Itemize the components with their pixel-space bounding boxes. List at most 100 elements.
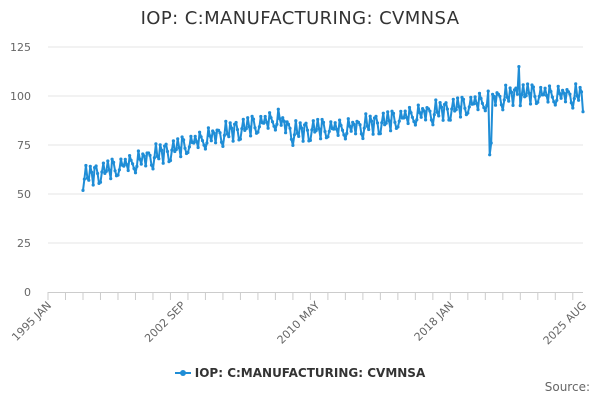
data-point[interactable] xyxy=(579,90,584,94)
data-point[interactable] xyxy=(574,82,578,86)
data-point[interactable] xyxy=(323,129,327,134)
data-point[interactable] xyxy=(418,111,422,115)
data-point[interactable] xyxy=(450,107,454,111)
data-point[interactable] xyxy=(265,120,269,124)
data-point[interactable] xyxy=(343,137,347,141)
data-point[interactable] xyxy=(278,117,282,121)
data-point[interactable] xyxy=(507,99,511,103)
data-point[interactable] xyxy=(119,157,123,161)
data-point[interactable] xyxy=(486,89,490,93)
data-point[interactable] xyxy=(381,111,385,115)
data-point[interactable] xyxy=(338,118,342,122)
data-point[interactable] xyxy=(482,106,486,110)
data-point[interactable] xyxy=(155,154,159,158)
data-point[interactable] xyxy=(113,169,117,173)
data-point[interactable] xyxy=(268,111,272,115)
data-point[interactable] xyxy=(435,110,439,114)
data-point[interactable] xyxy=(493,103,498,107)
data-point[interactable] xyxy=(413,123,417,127)
data-point[interactable] xyxy=(286,122,291,126)
data-point[interactable] xyxy=(571,106,575,110)
data-point[interactable] xyxy=(533,94,537,99)
data-point[interactable] xyxy=(558,92,562,96)
data-point[interactable] xyxy=(547,84,552,88)
data-point[interactable] xyxy=(310,128,314,132)
data-point[interactable] xyxy=(485,103,489,108)
data-point[interactable] xyxy=(135,164,139,168)
data-point[interactable] xyxy=(180,135,184,139)
data-point[interactable] xyxy=(572,96,576,101)
data-point[interactable] xyxy=(336,133,340,137)
data-point[interactable] xyxy=(440,105,444,109)
data-point[interactable] xyxy=(157,157,161,161)
data-point[interactable] xyxy=(358,123,362,127)
data-point[interactable] xyxy=(515,92,520,96)
data-point[interactable] xyxy=(320,117,324,122)
data-point[interactable] xyxy=(88,164,92,168)
data-point[interactable] xyxy=(346,117,350,121)
data-point[interactable] xyxy=(270,120,275,124)
data-point[interactable] xyxy=(448,118,452,122)
data-point[interactable] xyxy=(569,101,573,105)
data-point[interactable] xyxy=(314,128,318,133)
data-point[interactable] xyxy=(196,145,200,150)
data-point[interactable] xyxy=(276,107,280,111)
data-point[interactable] xyxy=(419,115,423,119)
data-point[interactable] xyxy=(82,177,86,181)
data-point[interactable] xyxy=(345,131,349,135)
data-point[interactable] xyxy=(543,86,547,90)
data-point[interactable] xyxy=(112,160,116,164)
data-point[interactable] xyxy=(294,119,298,123)
data-point[interactable] xyxy=(488,153,492,157)
data-point[interactable] xyxy=(158,143,162,147)
data-point[interactable] xyxy=(269,116,273,120)
data-point[interactable] xyxy=(84,163,88,168)
data-point[interactable] xyxy=(437,114,441,118)
data-point[interactable] xyxy=(329,120,333,124)
data-point[interactable] xyxy=(126,168,130,173)
data-point[interactable] xyxy=(407,105,412,110)
data-point[interactable] xyxy=(368,114,372,118)
data-point[interactable] xyxy=(192,141,196,145)
data-point[interactable] xyxy=(555,98,559,102)
data-point[interactable] xyxy=(374,114,378,118)
data-point[interactable] xyxy=(568,92,572,96)
data-point[interactable] xyxy=(116,173,120,177)
data-point[interactable] xyxy=(301,139,305,143)
data-point[interactable] xyxy=(457,105,461,109)
data-point[interactable] xyxy=(292,133,296,137)
data-point[interactable] xyxy=(259,114,263,119)
data-point[interactable] xyxy=(272,124,276,128)
data-point[interactable] xyxy=(364,112,368,116)
data-point[interactable] xyxy=(397,119,401,123)
data-point[interactable] xyxy=(308,138,312,142)
data-point[interactable] xyxy=(174,147,178,152)
data-point[interactable] xyxy=(354,132,358,136)
data-point[interactable] xyxy=(94,164,98,168)
data-point[interactable] xyxy=(561,88,565,92)
data-point[interactable] xyxy=(349,129,353,133)
data-point[interactable] xyxy=(212,131,216,135)
data-point[interactable] xyxy=(304,121,308,125)
data-point[interactable] xyxy=(469,95,473,99)
data-point[interactable] xyxy=(247,125,251,129)
data-point[interactable] xyxy=(170,148,174,152)
data-point[interactable] xyxy=(107,168,111,172)
data-point[interactable] xyxy=(472,102,476,106)
data-point[interactable] xyxy=(431,123,435,127)
data-point[interactable] xyxy=(542,93,546,97)
data-point[interactable] xyxy=(182,138,186,142)
data-point[interactable] xyxy=(208,134,212,138)
data-point[interactable] xyxy=(238,137,242,141)
data-point[interactable] xyxy=(556,84,560,88)
data-point[interactable] xyxy=(370,119,374,123)
data-point[interactable] xyxy=(183,146,187,150)
data-point[interactable] xyxy=(195,140,199,144)
data-point[interactable] xyxy=(202,143,206,147)
data-point[interactable] xyxy=(458,115,463,119)
data-point[interactable] xyxy=(461,97,466,101)
data-point[interactable] xyxy=(117,168,121,172)
data-point[interactable] xyxy=(87,178,91,182)
data-point[interactable] xyxy=(531,85,536,89)
data-point[interactable] xyxy=(222,133,226,137)
